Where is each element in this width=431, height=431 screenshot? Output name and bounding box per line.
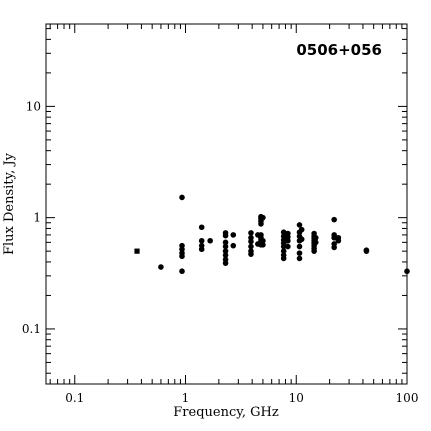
y-tick-label: 1	[33, 211, 41, 225]
x-tick-label: 0.1	[65, 391, 84, 405]
data-points	[134, 194, 410, 275]
chart-title: 0506+056	[296, 41, 382, 59]
data-point	[248, 243, 254, 250]
data-point	[296, 255, 303, 262]
data-point	[331, 234, 337, 241]
data-point	[311, 248, 317, 254]
data-point	[198, 237, 205, 244]
data-point	[179, 246, 185, 253]
data-point	[312, 239, 319, 246]
data-point	[280, 255, 287, 262]
data-point	[222, 252, 229, 258]
data-point	[222, 243, 229, 250]
axis-ticks	[46, 24, 408, 384]
data-point	[285, 237, 291, 244]
data-point	[222, 260, 229, 266]
data-point	[285, 243, 291, 250]
data-point	[335, 237, 342, 244]
data-point	[258, 221, 264, 227]
y-tick-label: 0.1	[22, 322, 41, 336]
data-point	[230, 242, 237, 249]
data-point	[312, 234, 319, 241]
x-tick-label: 100	[396, 391, 419, 405]
data-point	[331, 244, 337, 251]
data-point	[179, 268, 185, 275]
data-point	[280, 243, 287, 250]
y-axis-label: Flux Density, Jy	[2, 152, 17, 255]
data-point	[158, 264, 164, 270]
y-tick-label: 10	[26, 99, 41, 113]
data-point	[198, 246, 205, 253]
data-point	[230, 232, 237, 238]
data-point	[260, 242, 266, 248]
data-point	[296, 222, 303, 228]
data-point	[280, 248, 287, 254]
data-point	[248, 251, 254, 257]
data-point	[222, 232, 229, 239]
plot-frame	[45, 23, 408, 385]
data-point	[222, 248, 229, 254]
axis-tick-labels: 0.1 1 10 100 0.1 1 10	[22, 99, 419, 405]
data-point	[296, 243, 303, 250]
data-point	[198, 224, 205, 231]
data-point	[222, 239, 229, 246]
data-point	[260, 237, 266, 244]
data-point	[298, 226, 305, 233]
data-point	[248, 238, 254, 245]
data-point	[363, 248, 370, 254]
x-tick-label: 1	[182, 391, 190, 405]
data-point-square	[134, 248, 140, 254]
data-point	[404, 268, 410, 275]
data-point	[296, 250, 303, 256]
x-tick-label: 10	[289, 391, 304, 405]
data-point	[331, 216, 337, 223]
data-point	[179, 253, 185, 260]
data-point	[298, 236, 305, 243]
data-point	[207, 237, 213, 244]
x-axis-label: Frequency, GHz	[173, 405, 279, 420]
data-point	[179, 194, 185, 201]
data-point	[260, 214, 266, 221]
data-point	[248, 230, 254, 236]
